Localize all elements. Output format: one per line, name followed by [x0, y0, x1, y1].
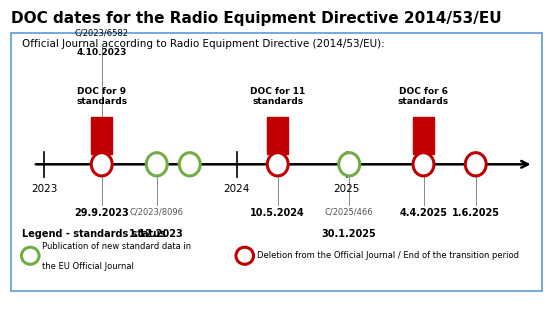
Text: DOC for 9
standards: DOC for 9 standards — [76, 87, 127, 106]
Ellipse shape — [267, 153, 288, 176]
Ellipse shape — [236, 247, 254, 264]
Ellipse shape — [91, 153, 112, 176]
Text: Legend - standards status: Legend - standards status — [22, 229, 166, 239]
Bar — [267, 117, 288, 154]
Text: 10.5.2024: 10.5.2024 — [250, 208, 305, 218]
Text: DOC dates for the Radio Equipment Directive 2014/53/EU: DOC dates for the Radio Equipment Direct… — [11, 11, 502, 26]
FancyBboxPatch shape — [11, 33, 542, 291]
Text: 2024: 2024 — [223, 184, 250, 194]
Text: 29.9.2023: 29.9.2023 — [74, 208, 129, 218]
Text: DOC for 6
standards: DOC for 6 standards — [398, 87, 449, 106]
Text: Publication of new standard data in: Publication of new standard data in — [42, 242, 191, 251]
Ellipse shape — [339, 153, 360, 176]
Text: Deletion from the Official Journal / End of the transition period: Deletion from the Official Journal / End… — [257, 251, 519, 260]
Text: 4.4.2025: 4.4.2025 — [399, 208, 448, 218]
Ellipse shape — [21, 247, 39, 264]
Ellipse shape — [465, 153, 486, 176]
Text: 2023: 2023 — [31, 184, 57, 194]
Bar — [413, 117, 434, 154]
Text: the EU Official Journal: the EU Official Journal — [42, 262, 134, 271]
Ellipse shape — [413, 153, 434, 176]
Text: DOC for 11
standards: DOC for 11 standards — [250, 87, 305, 106]
Ellipse shape — [179, 153, 200, 176]
Text: 4.10.2023: 4.10.2023 — [76, 47, 127, 57]
Text: C/2023/8096: C/2023/8096 — [130, 208, 184, 217]
Text: 30.1.2025: 30.1.2025 — [322, 229, 377, 239]
Text: 1.12.2023: 1.12.2023 — [129, 229, 184, 239]
Text: 2025: 2025 — [333, 184, 360, 194]
Bar — [91, 117, 112, 154]
Text: C/2025/466: C/2025/466 — [325, 208, 373, 217]
Text: 1.6.2025: 1.6.2025 — [452, 208, 500, 218]
Text: C/2023/6582: C/2023/6582 — [75, 29, 129, 38]
Text: Official Journal according to Radio Equipment Directive (2014/53/EU):: Official Journal according to Radio Equi… — [22, 39, 385, 49]
Ellipse shape — [146, 153, 167, 176]
